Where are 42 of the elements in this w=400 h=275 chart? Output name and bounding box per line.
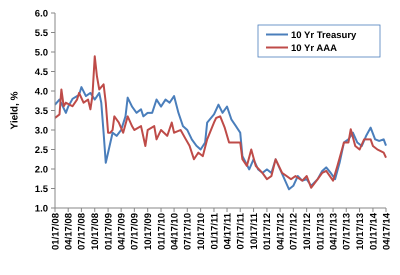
x-tick-label: 10/17/13 (354, 213, 366, 250)
x-tick-label: 04/17/10 (169, 213, 180, 250)
y-tick-label: 5.5 (34, 28, 49, 39)
x-tick-label: 04/17/11 (222, 212, 234, 250)
y-tick-label: 4.0 (34, 86, 48, 98)
x-tick-label: 01/17/14 (368, 212, 380, 250)
x-tick-label: 04/17/09 (116, 213, 128, 250)
x-tick-label: 01/17/10 (156, 213, 168, 250)
x-tick-label: 07/17/10 (182, 213, 194, 250)
y-axis-title: Yield, % (10, 91, 20, 130)
x-tick-label: 10/17/09 (143, 213, 154, 250)
x-tick-label: 04/17/13 (328, 213, 340, 250)
y-tick-label: 5.0 (34, 47, 48, 58)
legend-label: 10 Yr Treasury (291, 30, 358, 41)
y-tick-label: 1.0 (34, 203, 48, 214)
x-tick-label: 04/17/12 (275, 213, 286, 250)
y-tick-label: 3.0 (34, 125, 48, 136)
x-tick-label: 10/17/12 (302, 213, 313, 250)
line-series (54, 55, 387, 189)
x-tick-label: 01/17/13 (315, 213, 326, 250)
y-tick-label: 4.5 (34, 66, 49, 78)
legend-label: 10 Yr AAA (291, 42, 338, 54)
x-tick-label: 01/17/08 (50, 213, 62, 250)
y-tick-label: 1.5 (34, 184, 49, 195)
x-tick-label: 01/17/11 (209, 212, 220, 250)
y-tick-label: 6.0 (34, 8, 48, 20)
x-tick-label: 07/17/08 (76, 213, 88, 250)
line-series (54, 86, 387, 190)
x-tick-label: 04/17/08 (64, 213, 75, 250)
y-tick-label: 2.0 (34, 164, 48, 176)
x-tick-label: 01/17/09 (103, 213, 114, 250)
x-tick-label: 04/17/14 (381, 212, 392, 250)
x-tick-label: 07/17/12 (288, 213, 300, 250)
x-tick-label: 10/17/08 (90, 213, 102, 250)
y-tick-label: 2.5 (34, 144, 49, 156)
x-tick-label: 10/17/10 (196, 213, 207, 250)
x-tick-label: 07/17/11 (236, 212, 247, 250)
x-tick-label: 01/17/12 (262, 213, 274, 250)
x-tick-label: 07/17/13 (342, 213, 353, 250)
y-tick-label: 3.5 (34, 106, 49, 117)
x-tick-label: 07/17/09 (130, 213, 141, 250)
x-tick-label: 10/17/11 (248, 212, 260, 250)
